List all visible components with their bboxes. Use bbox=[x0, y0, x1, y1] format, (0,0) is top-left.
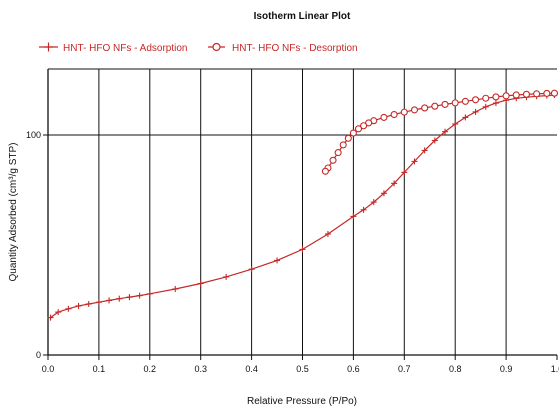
adsorption-data-point bbox=[274, 257, 281, 264]
adsorption-data-point bbox=[106, 297, 113, 304]
desorption-data-point bbox=[502, 92, 510, 100]
desorption-data-point bbox=[321, 167, 329, 175]
desorption-data-point bbox=[451, 99, 459, 107]
adsorption-data-point bbox=[223, 273, 230, 280]
desorption-data-point bbox=[482, 94, 490, 102]
x-tick-label: 0.9 bbox=[500, 364, 513, 374]
adsorption-data-point bbox=[472, 108, 479, 115]
adsorption-data-point bbox=[197, 280, 204, 287]
grid bbox=[48, 69, 557, 355]
adsorption-data-point bbox=[370, 199, 377, 206]
adsorption-data-point bbox=[136, 292, 143, 299]
adsorption-data-point bbox=[380, 190, 387, 197]
desorption-data-point bbox=[441, 100, 449, 108]
adsorption-data-point bbox=[75, 302, 82, 309]
adsorption-data-point bbox=[55, 309, 62, 316]
adsorption-data-point bbox=[126, 294, 133, 301]
desorption-data-point bbox=[461, 97, 469, 105]
adsorption-data-point bbox=[360, 206, 367, 213]
adsorption-data-point bbox=[116, 295, 123, 302]
adsorption-data-point bbox=[482, 103, 489, 110]
desorption-data-point bbox=[334, 149, 342, 157]
x-tick-label: 0.7 bbox=[398, 364, 411, 374]
desorption-data-point bbox=[390, 110, 398, 119]
legend: HNT- HFO NFs - Adsorption HNT- HFO NFs -… bbox=[39, 42, 358, 54]
legend-adsorption-label: HNT- HFO NFs - Adsorption bbox=[63, 43, 187, 54]
tick-labels: 0.0 0.1 0.2 0.3 0.4 0.5 0.6 0.7 0.8 0.9 1.0 0 100 bbox=[26, 130, 559, 374]
legend-desorption-label: HNT- HFO NFs - Desorption bbox=[232, 43, 358, 54]
legend-desorption-circle bbox=[212, 42, 221, 52]
adsorption-data-point bbox=[431, 137, 438, 144]
adsorption-data-point bbox=[462, 114, 469, 121]
x-tick-label: 0.8 bbox=[449, 364, 462, 374]
desorption-data-point bbox=[431, 102, 439, 110]
adsorption-data-point bbox=[324, 231, 331, 237]
desorption-data-point bbox=[354, 125, 363, 133]
desorption-data-point bbox=[380, 113, 388, 121]
desorption-data-point bbox=[349, 129, 357, 137]
desorption-data-point bbox=[410, 106, 419, 114]
adsorption-data-point bbox=[248, 266, 255, 273]
desorption-data-point bbox=[329, 156, 337, 164]
x-tick-label: 0.6 bbox=[347, 364, 360, 374]
adsorption-data-point bbox=[85, 300, 92, 307]
desorption-data-point bbox=[400, 108, 408, 116]
adsorption-data-point bbox=[299, 246, 306, 253]
desorption-data-point bbox=[344, 134, 352, 142]
x-tick-label: 0.1 bbox=[93, 364, 106, 374]
adsorption-data-point bbox=[47, 314, 54, 321]
adsorption-data-point bbox=[65, 305, 72, 312]
chart-title: Isotherm Linear Plot bbox=[254, 11, 351, 22]
desorption-data-point bbox=[533, 90, 541, 98]
desorption-data-point bbox=[339, 141, 347, 149]
x-tick-label: 0.3 bbox=[194, 364, 207, 374]
x-tick-label: 0.5 bbox=[296, 364, 309, 374]
y-tick-label: 0 bbox=[36, 350, 41, 360]
desorption-data-point bbox=[421, 104, 429, 112]
adsorption-data-point bbox=[411, 158, 418, 165]
adsorption-data-point bbox=[172, 286, 179, 292]
x-axis-label: Relative Pressure (P/Po) bbox=[247, 396, 357, 407]
desorption-data-point bbox=[360, 122, 368, 130]
desorption-data-point bbox=[472, 96, 480, 104]
x-tick-label: 0.2 bbox=[144, 364, 157, 374]
desorption-data-point bbox=[522, 90, 531, 98]
x-tick-label: 1.0 bbox=[551, 364, 559, 374]
desorption-data-point bbox=[492, 93, 500, 101]
adsorption-data-point bbox=[350, 213, 357, 220]
desorption-data-point bbox=[543, 89, 551, 97]
desorption-series-line bbox=[324, 92, 555, 172]
y-tick-label: 100 bbox=[26, 130, 41, 140]
adsorption-data-point bbox=[401, 169, 408, 176]
adsorption-data-point bbox=[391, 180, 398, 187]
adsorption-data-point bbox=[442, 128, 449, 135]
y-axis-label: Quantity Adsorbed (cm³/g STP) bbox=[8, 143, 19, 282]
adsorption-data-point bbox=[146, 290, 153, 297]
adsorption-data-point bbox=[95, 299, 102, 306]
x-tick-label: 0.0 bbox=[42, 364, 55, 374]
adsorption-data-point bbox=[452, 121, 459, 127]
adsorption-data-point bbox=[421, 147, 428, 154]
desorption-data-point bbox=[512, 91, 520, 99]
data-series bbox=[47, 89, 559, 321]
desorption-data-point bbox=[550, 89, 559, 97]
adsorption-data-point bbox=[492, 100, 499, 107]
x-tick-label: 0.4 bbox=[245, 364, 258, 374]
